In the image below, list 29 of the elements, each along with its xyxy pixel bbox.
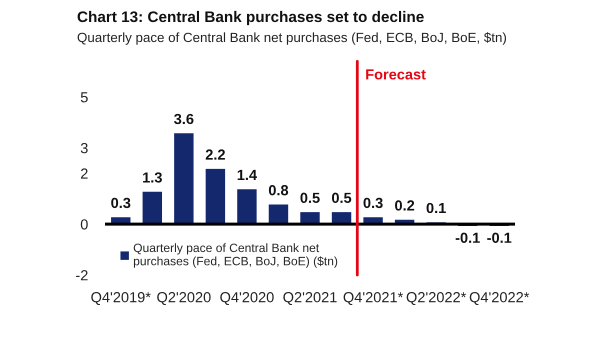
x-tick-label: Q4'2020 (220, 292, 274, 305)
data-label: 2.2 (206, 149, 225, 160)
chart-subtitle: Quarterly pace of Central Bank net purchases (Fed, ECB, BoJ, BoE, $tn) (78, 32, 506, 45)
x-tick-label: Q4'2019* (91, 292, 151, 305)
legend-label: Quarterly pace of Central Bank net purchases (Fed, ECB, BoJ, BoE) ($tn) (134, 243, 338, 268)
data-label: -0.1 (487, 232, 512, 243)
y-tick-label: -2 (76, 270, 88, 280)
x-tick-label: Q4'2022* (470, 292, 530, 305)
y-tick-label: 3 (80, 142, 88, 154)
data-label: 0.2 (395, 200, 414, 211)
chart-title: Chart 13: Central Bank purchases set to decline (78, 10, 424, 26)
data-label: -0.1 (456, 232, 480, 243)
x-tick-label: Q4'2021* (344, 292, 404, 305)
ref-line-label: Forecast (366, 69, 426, 80)
data-label: 3.6 (174, 114, 194, 124)
y-tick-label: 5 (80, 92, 88, 102)
data-label: 0.5 (332, 192, 352, 203)
data-label: 1.4 (238, 170, 257, 180)
data-label: 0.8 (268, 185, 288, 196)
x-tick-label: Q2'2021 (283, 292, 337, 305)
data-label: 0.3 (111, 198, 130, 208)
data-label: 0.5 (300, 192, 320, 203)
data-label: 0.3 (364, 198, 383, 208)
x-tick-label: Q2'2022* (406, 292, 466, 305)
data-label: 0.1 (426, 202, 446, 214)
data-label: 1.3 (143, 172, 162, 183)
x-tick-label: Q2'2020 (157, 292, 211, 305)
y-tick-label: 0 (80, 219, 88, 230)
y-tick-label: 2 (80, 168, 88, 179)
